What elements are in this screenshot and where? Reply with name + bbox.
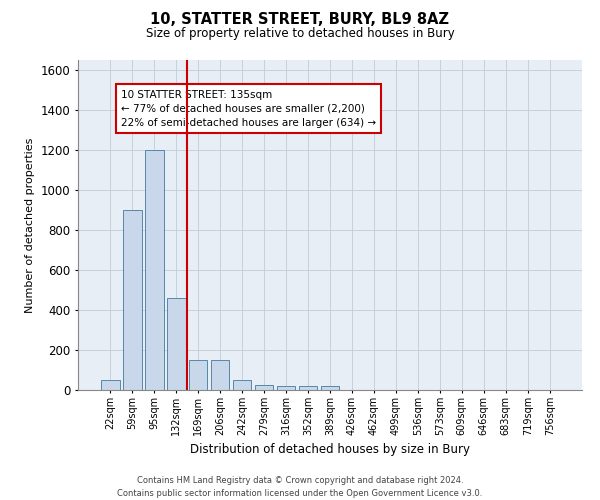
Bar <box>211 360 229 390</box>
Bar <box>277 386 295 390</box>
Bar <box>320 386 340 390</box>
Text: 10 STATTER STREET: 135sqm
← 77% of detached houses are smaller (2,200)
22% of se: 10 STATTER STREET: 135sqm ← 77% of detac… <box>121 90 376 128</box>
Bar <box>189 360 208 390</box>
Text: 10, STATTER STREET, BURY, BL9 8AZ: 10, STATTER STREET, BURY, BL9 8AZ <box>151 12 449 28</box>
Bar <box>123 210 142 390</box>
Y-axis label: Number of detached properties: Number of detached properties <box>25 138 35 312</box>
Bar <box>167 298 185 390</box>
Bar <box>101 380 119 390</box>
Text: Size of property relative to detached houses in Bury: Size of property relative to detached ho… <box>146 28 454 40</box>
Bar <box>299 386 317 390</box>
Bar <box>233 380 251 390</box>
X-axis label: Distribution of detached houses by size in Bury: Distribution of detached houses by size … <box>190 444 470 456</box>
Bar <box>145 150 164 390</box>
Bar <box>255 385 274 390</box>
Text: Contains HM Land Registry data © Crown copyright and database right 2024.
Contai: Contains HM Land Registry data © Crown c… <box>118 476 482 498</box>
